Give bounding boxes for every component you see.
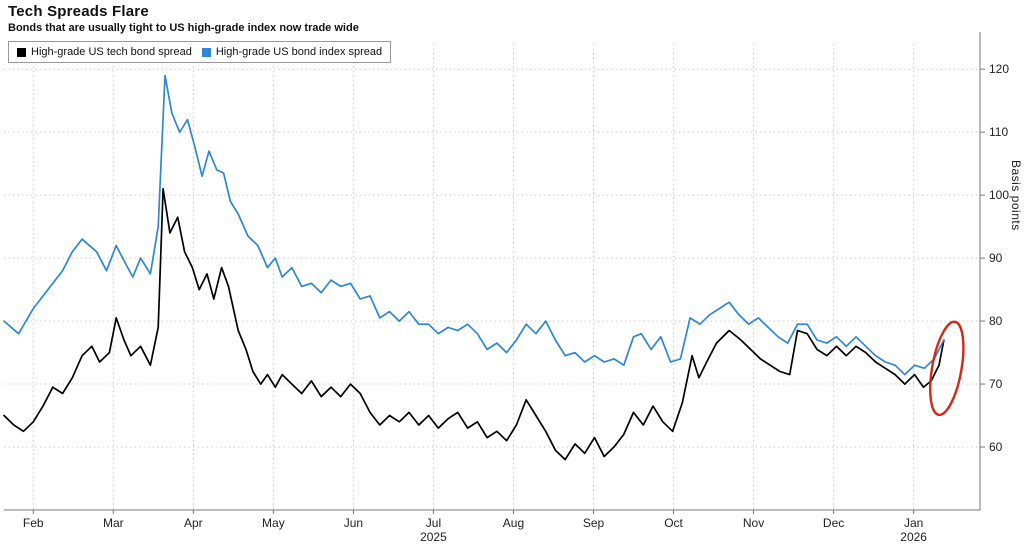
y-axis-title: Basis points [1009,160,1023,231]
x-tick-label: Aug [503,516,524,530]
legend-item-0: High-grade US tech bond spread [17,46,192,58]
series-line-1 [3,74,945,376]
y-tick-label: 60 [989,440,1003,454]
series-line-0 [3,187,945,461]
y-tick-label: 100 [989,188,1009,202]
x-tick-label: Jun [344,516,363,530]
year-label: 2026 [900,530,927,544]
highlight-ellipse [929,320,965,417]
chart-header: Tech Spreads Flare Bonds that are usuall… [8,3,359,34]
x-tick-label: Apr [184,516,203,530]
x-tick-label: Nov [743,516,764,530]
x-tick-label: Jan [904,516,923,530]
x-tick-label: Oct [664,516,683,530]
y-tick-label: 110 [989,125,1008,139]
x-tick-label: Mar [103,516,124,530]
chart-subtitle: Bonds that are usually tight to US high-… [8,22,359,34]
legend-item-1: High-grade US bond index spread [201,46,383,58]
legend-swatch-icon [201,47,211,57]
y-tick-label: 90 [989,251,1003,265]
y-tick-label: 70 [989,377,1003,391]
y-tick-label: 120 [989,62,1009,76]
x-tick-label: Sep [583,516,605,530]
chart-title: Tech Spreads Flare [8,3,149,20]
x-tick-label: May [262,516,285,530]
chart-legend: High-grade US tech bond spread High-grade… [8,41,392,63]
legend-label: High-grade US tech bond spread [31,46,192,58]
legend-swatch-icon [17,47,26,57]
x-tick-label: Jul [426,516,441,530]
y-tick-label: 80 [989,314,1003,328]
x-tick-label: Feb [23,516,44,530]
year-label: 2025 [420,530,447,544]
legend-label: High-grade US bond index spread [215,46,383,58]
x-tick-label: Dec [823,516,844,530]
